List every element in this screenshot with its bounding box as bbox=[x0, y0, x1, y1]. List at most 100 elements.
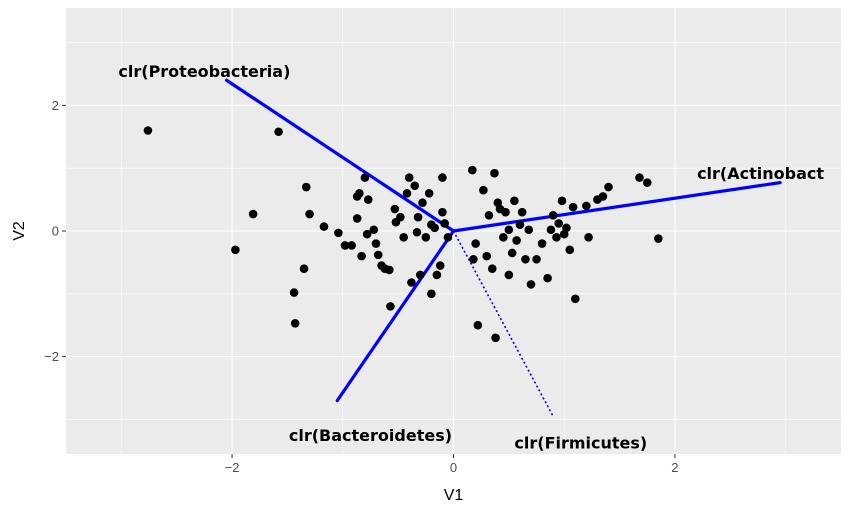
loading-arrow bbox=[335, 229, 456, 403]
data-point bbox=[438, 207, 447, 217]
data-point bbox=[582, 201, 591, 211]
data-point bbox=[402, 189, 412, 198]
data-point bbox=[399, 232, 408, 242]
data-point bbox=[512, 236, 521, 245]
data-point bbox=[396, 212, 405, 222]
data-point bbox=[412, 227, 422, 237]
data-point bbox=[565, 245, 575, 255]
data-point bbox=[484, 210, 494, 220]
data-point bbox=[432, 270, 442, 280]
data-point bbox=[517, 207, 527, 217]
y-axis-title: V2 bbox=[11, 221, 28, 241]
data-point bbox=[384, 265, 394, 275]
data-point bbox=[363, 195, 373, 204]
data-point bbox=[604, 182, 613, 192]
loading-arrow bbox=[451, 181, 782, 233]
arrow-label: clr(Firmicutes) bbox=[514, 434, 647, 453]
data-point bbox=[319, 222, 329, 231]
data-point bbox=[554, 219, 563, 228]
data-point bbox=[305, 209, 314, 219]
data-point bbox=[504, 225, 514, 235]
data-point bbox=[274, 127, 283, 137]
data-point bbox=[562, 223, 571, 233]
data-point bbox=[443, 232, 453, 242]
data-point bbox=[507, 248, 517, 258]
y-axis: −2 0 2 bbox=[44, 98, 66, 364]
data-point bbox=[546, 225, 556, 235]
y-tick-label: 0 bbox=[52, 224, 59, 239]
x-axis-title: V1 bbox=[444, 487, 464, 504]
data-point bbox=[469, 254, 478, 264]
x-tick-label: 2 bbox=[671, 460, 678, 475]
data-point bbox=[360, 173, 370, 182]
data-point bbox=[386, 302, 395, 311]
data-point bbox=[482, 251, 492, 261]
data-point bbox=[537, 239, 547, 248]
arrow-label: clr(Actinobact bbox=[697, 164, 824, 183]
data-point bbox=[635, 173, 644, 182]
data-point bbox=[598, 192, 608, 201]
data-point bbox=[334, 228, 343, 238]
data-point bbox=[248, 209, 258, 219]
data-point bbox=[347, 241, 356, 250]
x-tick-label: −2 bbox=[225, 460, 240, 475]
data-point bbox=[289, 288, 299, 297]
data-point bbox=[410, 181, 420, 191]
data-point bbox=[340, 241, 350, 250]
data-point bbox=[490, 168, 499, 178]
data-point bbox=[438, 173, 447, 182]
data-point bbox=[532, 254, 541, 264]
data-point bbox=[515, 220, 525, 230]
data-point bbox=[543, 273, 552, 283]
data-point bbox=[421, 232, 431, 242]
y-tick-label: −2 bbox=[44, 349, 59, 364]
data-point bbox=[415, 270, 425, 280]
data-point bbox=[471, 239, 480, 248]
data-point bbox=[424, 189, 434, 198]
data-point bbox=[526, 280, 536, 289]
data-point bbox=[301, 182, 311, 192]
arrow-label: clr(Proteobacteria) bbox=[118, 62, 290, 81]
data-point bbox=[584, 232, 593, 242]
loading-arrow bbox=[224, 78, 456, 233]
data-point bbox=[479, 185, 488, 195]
data-point bbox=[299, 264, 309, 273]
data-point bbox=[362, 229, 372, 239]
data-point bbox=[290, 319, 300, 328]
data-point bbox=[371, 239, 381, 248]
data-point bbox=[430, 223, 439, 233]
data-point bbox=[504, 270, 514, 280]
x-axis: −2 0 2 bbox=[225, 454, 679, 475]
data-point bbox=[491, 333, 500, 343]
data-point bbox=[357, 251, 366, 261]
data-point bbox=[440, 219, 449, 228]
data-point bbox=[143, 126, 153, 135]
data-point bbox=[568, 202, 578, 212]
data-point bbox=[427, 289, 436, 299]
data-point bbox=[570, 294, 580, 304]
data-point bbox=[407, 278, 416, 287]
data-point bbox=[510, 196, 519, 206]
data-point bbox=[642, 178, 652, 187]
data-point bbox=[369, 225, 379, 235]
data-point bbox=[352, 214, 362, 223]
data-point bbox=[524, 225, 534, 235]
data-point bbox=[404, 173, 414, 182]
arrow-label: clr(Bacteroidetes) bbox=[289, 426, 452, 445]
arrow-labels: clr(Proteobacteria) clr(Actinobact clr(Bac… bbox=[118, 62, 824, 453]
loading-arrow bbox=[452, 230, 554, 417]
data-point bbox=[373, 250, 383, 260]
data-point bbox=[473, 320, 483, 330]
data-point bbox=[499, 232, 508, 242]
data-point bbox=[487, 264, 497, 273]
loading-arrows bbox=[224, 78, 782, 417]
data-point bbox=[548, 210, 558, 220]
data-point bbox=[231, 245, 240, 255]
data-point bbox=[521, 254, 530, 264]
data-point bbox=[355, 189, 364, 198]
data-point bbox=[501, 207, 510, 217]
data-point bbox=[557, 196, 567, 206]
data-point bbox=[552, 232, 561, 242]
scatter-points bbox=[143, 126, 663, 343]
